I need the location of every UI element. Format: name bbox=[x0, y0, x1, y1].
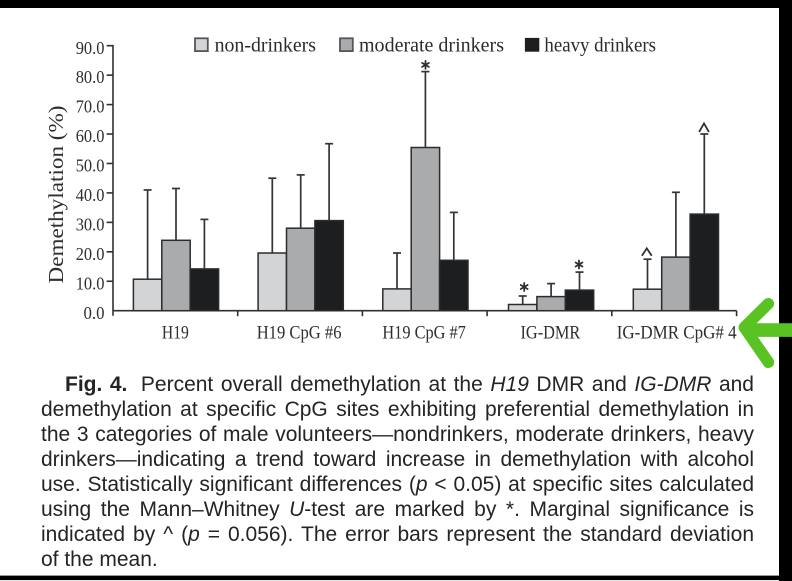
svg-text:40.0: 40.0 bbox=[76, 185, 105, 205]
svg-text:70.0: 70.0 bbox=[76, 97, 105, 117]
svg-text:10.0: 10.0 bbox=[76, 273, 105, 293]
svg-text:80.0: 80.0 bbox=[76, 67, 105, 87]
svg-text:H19: H19 bbox=[162, 323, 189, 343]
svg-text:H19 CpG #6: H19 CpG #6 bbox=[257, 323, 342, 343]
svg-text:60.0: 60.0 bbox=[76, 126, 105, 146]
svg-text:H19 CpG #7: H19 CpG #7 bbox=[382, 323, 465, 343]
svg-text:0.0: 0.0 bbox=[84, 303, 105, 323]
svg-text:90.0: 90.0 bbox=[76, 38, 105, 58]
svg-text:IG-DMR CpG# 4: IG-DMR CpG# 4 bbox=[617, 323, 737, 343]
svg-text:30.0: 30.0 bbox=[76, 215, 105, 235]
svg-text:50.0: 50.0 bbox=[76, 156, 105, 176]
svg-text:Demethylation (%): Demethylation (%) bbox=[44, 105, 68, 283]
svg-text:heavy drinkers: heavy drinkers bbox=[544, 35, 656, 57]
svg-text:IG-DMR: IG-DMR bbox=[521, 323, 581, 343]
svg-text:non-drinkers: non-drinkers bbox=[215, 35, 317, 57]
svg-text:20.0: 20.0 bbox=[76, 244, 105, 264]
svg-text:moderate drinkers: moderate drinkers bbox=[359, 35, 504, 57]
